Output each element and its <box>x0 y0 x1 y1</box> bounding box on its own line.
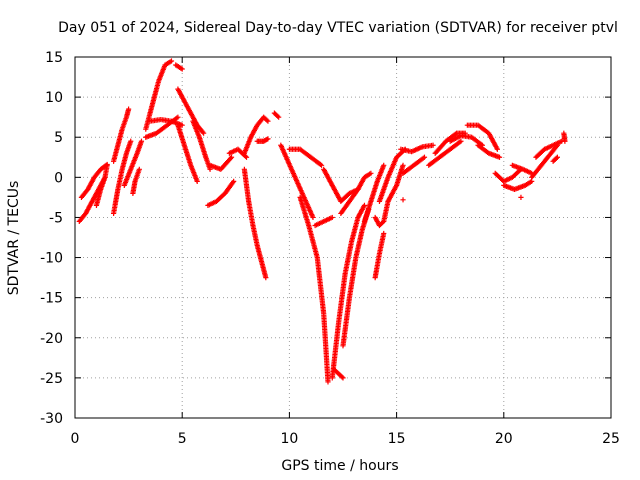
data-point <box>179 66 185 72</box>
data-point <box>175 114 181 120</box>
data-point <box>126 106 132 112</box>
data-point <box>494 146 500 152</box>
data-point <box>325 379 331 385</box>
y-tick-label: 15 <box>45 50 63 66</box>
data-point <box>318 162 325 168</box>
x-axis-label: GPS time / hours <box>281 458 398 474</box>
data-point <box>430 142 436 148</box>
y-tick-label: -15 <box>40 291 63 307</box>
axis-ticks <box>74 56 612 419</box>
data-point <box>264 136 270 143</box>
data-point <box>381 230 387 237</box>
data-point <box>400 162 406 168</box>
data-point <box>168 58 175 64</box>
data-point <box>518 194 524 200</box>
y-tick-label: -20 <box>40 331 63 347</box>
data-point <box>228 154 235 160</box>
x-tick-label: 15 <box>388 431 406 447</box>
data-point <box>400 197 406 203</box>
data-point <box>496 154 503 160</box>
data-point <box>194 178 200 184</box>
data-point <box>227 155 234 161</box>
data-point <box>263 275 269 281</box>
data-point <box>361 202 368 209</box>
data-point <box>242 153 249 159</box>
data-point <box>136 166 142 172</box>
x-tick-label: 0 <box>71 431 80 447</box>
x-tick-label: 5 <box>178 431 187 447</box>
data-point <box>421 154 428 160</box>
data-point <box>553 155 559 161</box>
data-point <box>339 374 345 380</box>
y-tick-labels: -30 -25 -20 -15 -10 -5 0 5 10 15 <box>40 50 63 427</box>
chart-title: Day 051 of 2024, Sidereal Day-to-day VTE… <box>58 20 618 36</box>
data-point <box>264 117 270 123</box>
data-point <box>310 214 316 221</box>
y-tick-label: 0 <box>54 170 63 186</box>
y-tick-label: 10 <box>45 90 63 106</box>
data-point <box>104 162 110 168</box>
data-point <box>368 170 374 176</box>
y-tick-label: -10 <box>40 251 63 267</box>
y-tick-label: 5 <box>54 130 63 146</box>
data-point <box>381 162 387 168</box>
data-point <box>276 114 282 120</box>
data-point <box>243 154 250 160</box>
y-tick-label: -30 <box>40 411 63 427</box>
data-point <box>458 138 464 144</box>
y-tick-label: -25 <box>40 371 63 387</box>
data-marks <box>76 58 568 385</box>
y-tick-label: -5 <box>49 210 63 226</box>
x-tick-label: 10 <box>280 431 298 447</box>
data-point <box>554 154 560 160</box>
data-point <box>275 113 281 119</box>
data-point <box>201 130 207 136</box>
plot-frame <box>74 56 612 419</box>
data-point <box>138 138 145 144</box>
x-tick-label: 25 <box>602 431 620 447</box>
data-point <box>265 118 271 124</box>
data-point <box>128 138 134 144</box>
x-tick-label: 20 <box>495 431 513 447</box>
grid <box>75 57 611 418</box>
data-point <box>340 375 346 381</box>
data-point <box>231 178 237 184</box>
x-tick-labels: 0 5 10 15 20 25 <box>71 431 620 447</box>
data-point <box>329 214 335 221</box>
data-point <box>265 136 271 142</box>
data-point <box>562 138 568 144</box>
y-axis-label: SDTVAR / TECUs <box>6 181 22 296</box>
